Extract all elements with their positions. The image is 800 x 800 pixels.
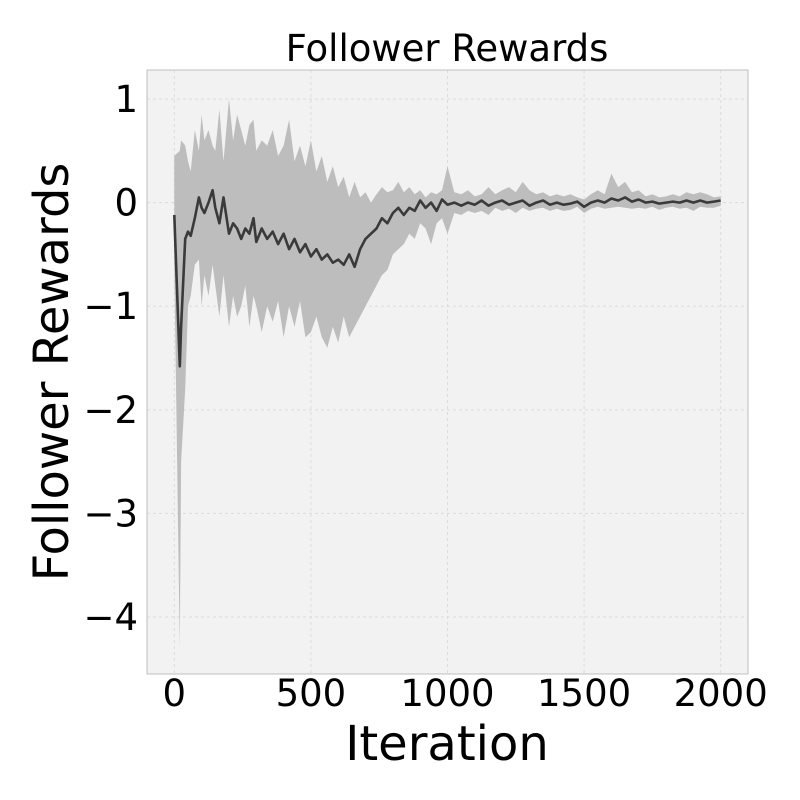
plot-frame xyxy=(146,69,749,675)
y-tick-label: −3 xyxy=(83,492,138,535)
y-tick-label: 0 xyxy=(114,182,138,225)
y-axis-label: Follower Rewards xyxy=(24,163,80,582)
x-tick-labels: 0 500 1000 1500 2000 xyxy=(163,672,768,715)
x-tick-label: 2000 xyxy=(674,672,768,715)
x-axis-label: Iteration xyxy=(345,716,549,772)
chart-title: Follower Rewards xyxy=(286,27,609,70)
y-tick-label: −4 xyxy=(83,596,138,639)
y-tick-labels: 1 0 −1 −2 −3 −4 xyxy=(83,78,138,639)
x-tick-label: 500 xyxy=(276,672,347,715)
std-band xyxy=(174,99,721,649)
y-tick-label: 1 xyxy=(114,78,138,121)
y-tick-label: −2 xyxy=(83,389,138,432)
x-tick-label: 1000 xyxy=(400,672,494,715)
mean-reward-line xyxy=(173,188,721,368)
y-tick-label: −1 xyxy=(83,285,138,328)
x-tick-label: 1500 xyxy=(537,672,631,715)
x-tick-label: 0 xyxy=(163,672,187,715)
